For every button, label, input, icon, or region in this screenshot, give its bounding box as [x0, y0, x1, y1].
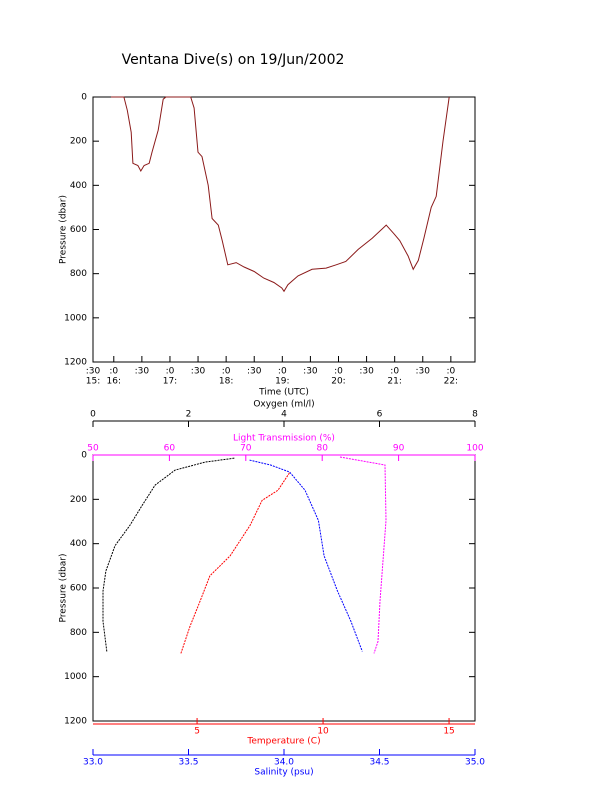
y-tick-label: 200	[70, 137, 87, 147]
x-tick-hour-label: 19:	[275, 377, 289, 387]
x-tick-label: 70	[240, 444, 252, 454]
x-axis-label: Time (UTC)	[258, 388, 309, 398]
y-tick-label: 400	[70, 181, 87, 191]
y-tick-label: 0	[81, 451, 87, 461]
y-tick-label: 400	[70, 539, 87, 549]
y-axis-label: Pressure (dbar)	[59, 195, 69, 264]
y-tick-label: 1200	[64, 717, 87, 727]
x-tick-hour-label: 22:	[444, 377, 458, 387]
x-tick-label: 33.5	[178, 758, 198, 768]
dive-profile	[111, 96, 450, 293]
x-tick-label: 8	[472, 410, 478, 420]
x-tick-hour-label: 20:	[331, 377, 345, 387]
y-tick-label: 600	[70, 584, 87, 594]
y-tick-label: 0	[81, 93, 87, 103]
x-tick-label: 33.0	[83, 758, 103, 768]
x-tick-label: :30	[303, 367, 318, 377]
x-tick-label: :30	[359, 367, 374, 377]
x-tick-label: 100	[466, 444, 483, 454]
x-tick-hour-label: 16:	[107, 377, 121, 387]
x-tick-label: :30	[86, 367, 101, 377]
x-tick-label: :30	[416, 367, 431, 377]
x-tick-label: :0	[446, 367, 455, 377]
x-tick-label: :0	[334, 367, 343, 377]
x-tick-label: 80	[316, 444, 328, 454]
x-axis-label: Oxygen (ml/l)	[253, 400, 314, 410]
x-axis-label: Temperature (C)	[246, 737, 320, 747]
x-tick-hour-label: 18:	[219, 377, 233, 387]
x-tick-label: :0	[109, 367, 118, 377]
x-tick-label: 15	[443, 727, 454, 737]
x-tick-label: 34.0	[274, 758, 294, 768]
y-tick-label: 1000	[64, 313, 87, 323]
x-tick-label: 35.0	[465, 758, 485, 768]
cast-profile	[102, 457, 235, 652]
x-tick-hour-label: 21:	[387, 377, 401, 387]
chart-title: Ventana Dive(s) on 19/Jun/2002	[122, 52, 345, 68]
y-tick-label: 800	[70, 628, 87, 638]
x-tick-label: 50	[87, 444, 99, 454]
x-tick-label: 60	[164, 444, 176, 454]
x-tick-label: 6	[377, 410, 383, 420]
plot-frame	[92, 454, 476, 722]
x-tick-label: 34.5	[369, 758, 389, 768]
x-tick-label: :0	[166, 367, 175, 377]
x-tick-label: :30	[135, 367, 150, 377]
y-tick-label: 800	[70, 269, 87, 279]
y-tick-label: 1200	[64, 358, 87, 368]
cast-profile	[339, 456, 387, 654]
plot-frame	[92, 96, 476, 363]
x-tick-label: 2	[186, 410, 192, 420]
x-tick-label: :0	[222, 367, 231, 377]
x-tick-hour-label: 15:	[86, 377, 100, 387]
y-tick-label: 600	[70, 225, 87, 235]
x-tick-label: 0	[90, 410, 96, 420]
x-tick-label: :0	[278, 367, 287, 377]
cast-profile	[249, 459, 363, 652]
x-axis-label: Light Transmission (%)	[233, 434, 335, 444]
y-tick-label: 200	[70, 495, 87, 505]
x-axis-label: Salinity (psu)	[254, 768, 313, 778]
x-tick-label: 5	[194, 727, 200, 737]
x-tick-hour-label: 17:	[163, 377, 177, 387]
y-axis-label: Pressure (dbar)	[59, 554, 69, 623]
x-tick-label: 4	[281, 410, 287, 420]
x-tick-label: :30	[247, 367, 262, 377]
x-tick-label: :0	[390, 367, 399, 377]
x-tick-label: 90	[393, 444, 405, 454]
cast-profile	[180, 471, 291, 654]
x-tick-label: :30	[191, 367, 206, 377]
x-tick-label: 10	[317, 727, 329, 737]
y-tick-label: 1000	[64, 672, 87, 682]
